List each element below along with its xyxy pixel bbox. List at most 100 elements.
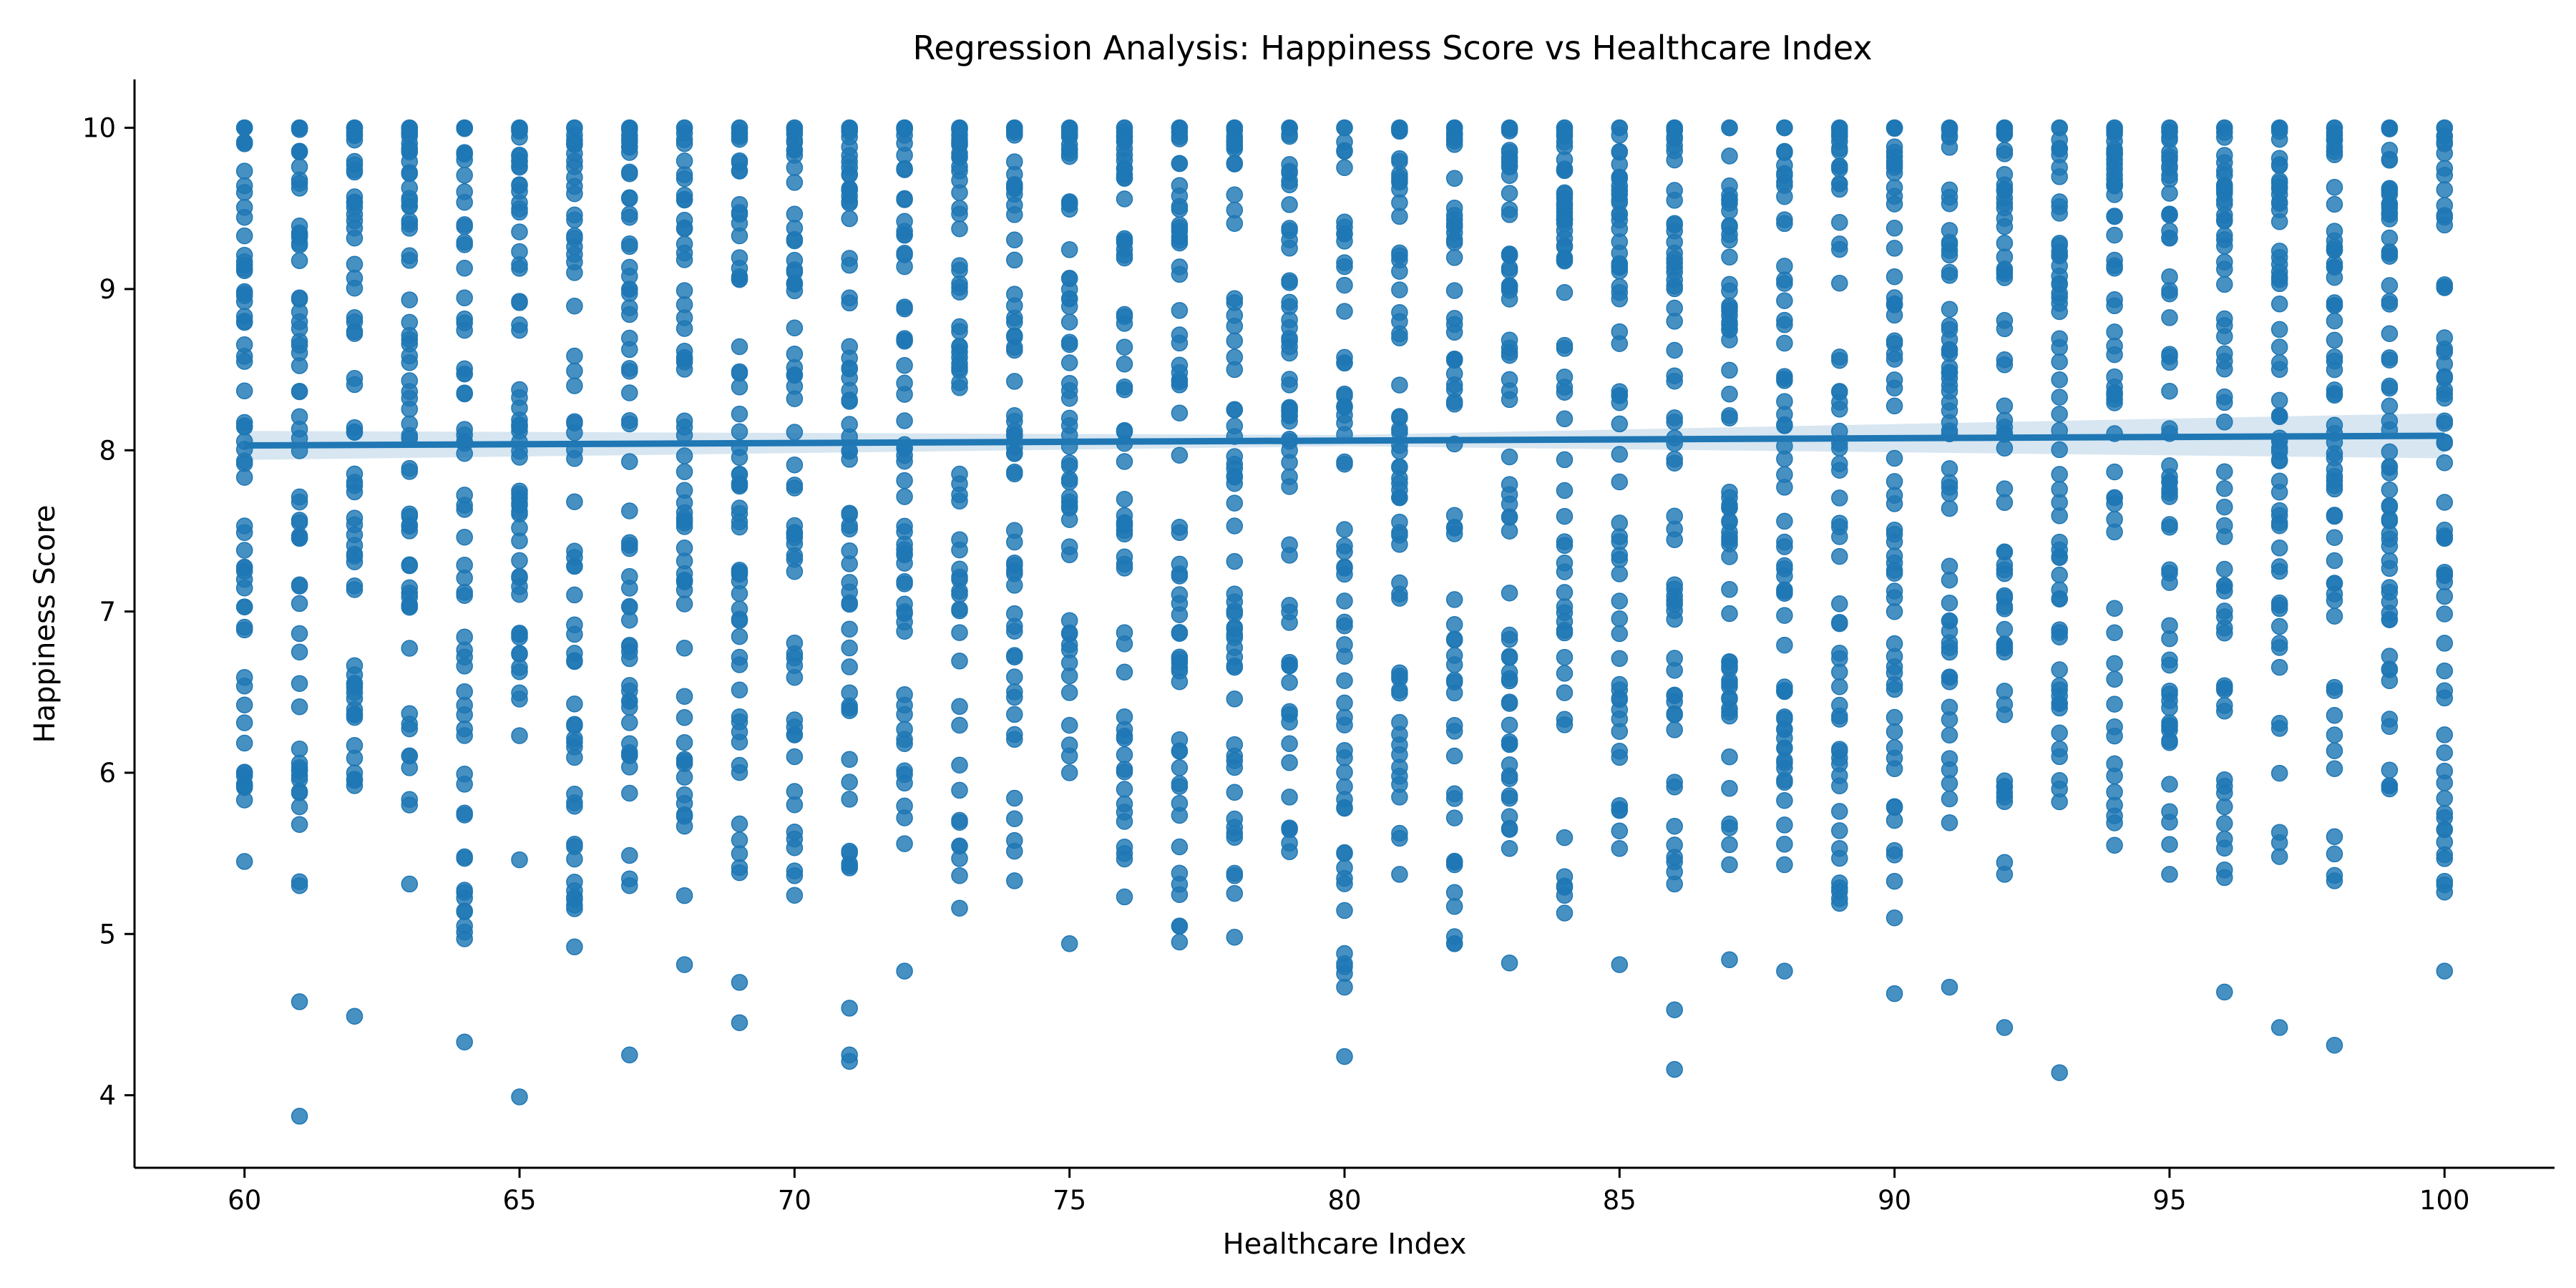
- data-point: [1281, 222, 1298, 240]
- data-point: [1391, 746, 1408, 763]
- data-point: [786, 141, 804, 159]
- data-point: [235, 764, 253, 781]
- data-point: [1941, 711, 1958, 728]
- data-point: [291, 576, 308, 594]
- data-point: [291, 119, 308, 137]
- data-point: [1885, 119, 1903, 137]
- data-point: [1941, 612, 1958, 630]
- data-point: [291, 142, 308, 160]
- data-point: [1941, 499, 1958, 517]
- data-point: [621, 127, 638, 145]
- data-point: [2381, 510, 2399, 528]
- data-point: [841, 1053, 858, 1070]
- data-point: [2381, 277, 2399, 294]
- data-point: [1060, 417, 1078, 434]
- data-point: [2216, 815, 2233, 832]
- data-point: [1006, 309, 1023, 327]
- data-point: [1776, 533, 1793, 551]
- data-point: [731, 681, 748, 699]
- data-point: [1721, 836, 1738, 854]
- data-point: [456, 720, 473, 738]
- data-point: [2270, 321, 2288, 338]
- data-point: [291, 252, 308, 270]
- data-point: [896, 223, 913, 240]
- data-point: [1501, 693, 1518, 711]
- data-point: [951, 582, 968, 600]
- data-point: [1171, 447, 1189, 464]
- data-point: [1006, 373, 1023, 390]
- data-point: [1941, 402, 1958, 419]
- data-point: [731, 763, 748, 781]
- data-point: [1281, 614, 1298, 631]
- data-point: [1501, 382, 1518, 399]
- data-point: [1336, 233, 1353, 250]
- data-point: [1391, 329, 1408, 347]
- data-point: [951, 205, 968, 223]
- data-point: [1060, 684, 1078, 701]
- data-point: [2326, 828, 2343, 846]
- data-point: [841, 594, 858, 612]
- data-point: [566, 493, 583, 510]
- data-point: [1996, 248, 2014, 265]
- data-point: [2216, 983, 2233, 1001]
- data-point: [1281, 401, 1298, 419]
- data-point: [1556, 622, 1574, 639]
- data-point: [1666, 520, 1683, 538]
- data-point: [2106, 125, 2123, 142]
- data-point: [235, 184, 253, 201]
- data-point: [2436, 662, 2454, 680]
- data-point: [2051, 389, 2068, 406]
- data-point: [1611, 335, 1629, 352]
- data-point: [566, 696, 583, 713]
- data-point: [1501, 955, 1518, 972]
- data-point: [2106, 600, 2123, 617]
- data-point: [731, 338, 748, 356]
- data-point: [2270, 848, 2288, 865]
- data-point: [1885, 985, 1903, 1002]
- data-point: [2216, 253, 2233, 270]
- data-point: [2216, 124, 2233, 141]
- data-point: [1391, 304, 1408, 321]
- data-point: [1501, 787, 1518, 804]
- data-point: [675, 956, 693, 973]
- data-point: [731, 124, 748, 141]
- data-point: [1885, 602, 1903, 620]
- data-point: [2326, 179, 2343, 196]
- data-point: [1996, 778, 2014, 795]
- data-point: [566, 586, 583, 604]
- data-point: [346, 1008, 364, 1025]
- data-point: [1666, 372, 1683, 390]
- data-point: [1721, 231, 1738, 249]
- data-point: [675, 709, 693, 726]
- data-point: [621, 643, 638, 660]
- data-point: [1996, 166, 2014, 183]
- data-point: [1721, 581, 1738, 598]
- data-point: [2326, 678, 2343, 696]
- data-point: [1666, 721, 1683, 738]
- data-point: [2161, 699, 2178, 716]
- data-point: [1445, 249, 1463, 266]
- data-point: [2436, 834, 2454, 851]
- data-point: [1391, 208, 1408, 225]
- data-point: [2051, 235, 2068, 252]
- data-point: [401, 354, 419, 371]
- data-point: [621, 415, 638, 433]
- data-point: [1556, 127, 1574, 145]
- data-point: [1006, 251, 1023, 269]
- data-point: [841, 1000, 858, 1017]
- data-point: [1776, 836, 1793, 853]
- y-tick-label: 6: [99, 758, 116, 789]
- data-point: [2436, 414, 2454, 432]
- data-point: [1941, 790, 1958, 808]
- data-point: [2270, 824, 2288, 841]
- data-point: [2326, 467, 2343, 485]
- data-point: [2161, 866, 2178, 883]
- data-point: [291, 289, 308, 307]
- data-point: [896, 298, 913, 316]
- data-point: [1996, 793, 2014, 811]
- data-point: [896, 472, 913, 489]
- data-point: [1281, 376, 1298, 394]
- data-point: [1611, 211, 1629, 229]
- data-point: [1336, 537, 1353, 555]
- data-point: [291, 595, 308, 613]
